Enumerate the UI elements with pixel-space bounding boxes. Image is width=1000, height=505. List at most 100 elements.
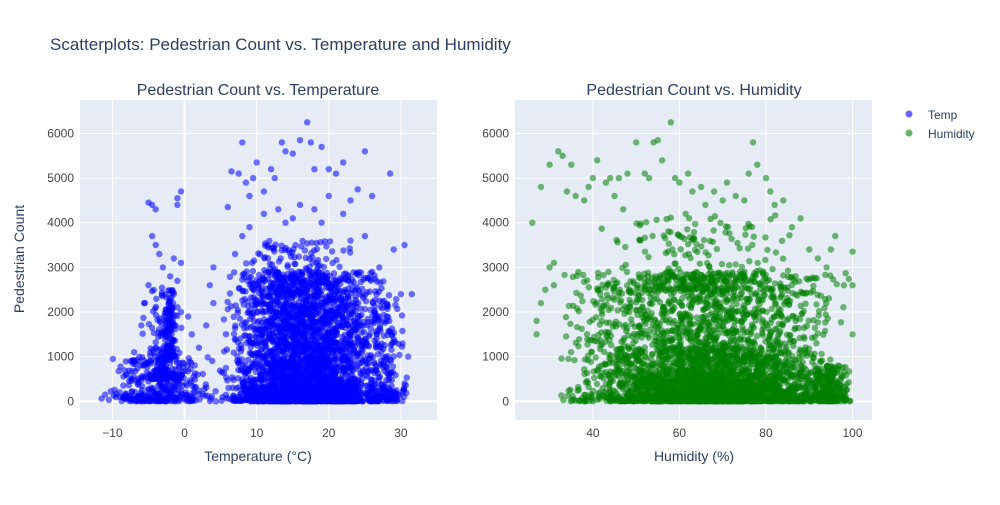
- data-point: [813, 301, 819, 307]
- data-point: [217, 367, 223, 373]
- data-point: [146, 393, 152, 399]
- data-point: [167, 307, 173, 313]
- data-point: [290, 246, 296, 252]
- data-point: [323, 256, 329, 262]
- data-point: [384, 304, 390, 310]
- data-point: [400, 389, 406, 395]
- data-point: [308, 340, 314, 346]
- data-point: [178, 325, 184, 331]
- data-point: [140, 315, 146, 321]
- data-point: [283, 325, 289, 331]
- data-point: [373, 335, 379, 341]
- data-point: [174, 195, 180, 201]
- data-point: [334, 278, 340, 284]
- y-tick-label: 4000: [47, 216, 74, 230]
- data-point: [834, 281, 840, 287]
- data-point: [297, 202, 303, 208]
- data-point: [196, 345, 202, 351]
- data-point: [288, 348, 294, 354]
- data-point: [238, 348, 244, 354]
- data-point: [376, 394, 382, 400]
- data-point: [282, 148, 288, 154]
- data-point: [339, 349, 345, 355]
- data-point: [250, 382, 256, 388]
- data-point: [386, 329, 392, 335]
- data-point: [388, 342, 394, 348]
- data-point: [586, 284, 592, 290]
- data-point: [357, 322, 363, 328]
- data-point: [289, 323, 295, 329]
- data-point: [308, 139, 314, 145]
- data-point: [355, 313, 361, 319]
- data-point: [296, 308, 302, 314]
- data-point: [371, 303, 377, 309]
- data-point: [325, 351, 331, 357]
- data-point: [302, 398, 308, 404]
- data-point: [377, 325, 383, 331]
- data-point: [315, 279, 321, 285]
- data-point: [334, 309, 340, 315]
- temperature-panel-title: Pedestrian Count vs. Temperature: [137, 82, 380, 99]
- data-point: [291, 282, 297, 288]
- data-point: [290, 150, 296, 156]
- data-point: [327, 360, 333, 366]
- data-point: [331, 301, 337, 307]
- data-point: [227, 290, 233, 296]
- temperature-x-axis-label: Temperature (°C): [204, 448, 312, 464]
- data-point: [273, 309, 279, 315]
- data-point: [146, 321, 152, 327]
- data-point: [237, 335, 243, 341]
- data-point: [139, 331, 145, 337]
- data-point: [261, 267, 267, 273]
- data-point: [340, 357, 346, 363]
- data-point: [131, 349, 137, 355]
- data-point: [303, 380, 309, 386]
- data-point: [298, 271, 304, 277]
- temperature-panel: Pedestrian Count vs. Temperature Tempera…: [11, 82, 437, 464]
- data-point: [276, 258, 282, 264]
- data-point: [393, 296, 399, 302]
- data-point: [263, 346, 269, 352]
- data-point: [313, 240, 319, 246]
- data-point: [326, 328, 332, 334]
- data-point: [378, 361, 384, 367]
- data-point: [148, 385, 154, 391]
- data-point: [174, 278, 180, 284]
- data-point: [308, 250, 314, 256]
- data-point: [812, 325, 818, 331]
- data-point: [171, 291, 177, 297]
- data-point: [174, 202, 180, 208]
- data-point: [238, 366, 244, 372]
- data-point: [352, 384, 358, 390]
- data-point: [325, 343, 331, 349]
- data-point: [297, 137, 303, 143]
- data-point: [224, 299, 230, 305]
- data-point: [358, 329, 364, 335]
- data-point: [159, 290, 165, 296]
- data-point: [330, 390, 336, 396]
- data-point: [168, 353, 174, 359]
- data-point: [304, 355, 310, 361]
- data-point: [311, 376, 317, 382]
- data-point: [228, 168, 234, 174]
- data-point: [287, 288, 293, 294]
- data-point: [264, 318, 270, 324]
- data-point: [401, 242, 407, 248]
- data-point: [266, 378, 272, 384]
- data-point: [158, 368, 164, 374]
- data-point: [178, 188, 184, 194]
- data-point: [377, 279, 383, 285]
- data-point: [234, 358, 240, 364]
- data-point: [266, 360, 272, 366]
- data-point: [122, 393, 128, 399]
- data-point: [315, 257, 321, 263]
- data-point: [275, 322, 281, 328]
- data-point: [279, 348, 285, 354]
- data-point: [318, 144, 324, 150]
- data-point: [334, 288, 340, 294]
- data-point: [258, 372, 264, 378]
- data-point: [355, 269, 361, 275]
- data-point: [242, 381, 248, 387]
- data-point: [390, 363, 396, 369]
